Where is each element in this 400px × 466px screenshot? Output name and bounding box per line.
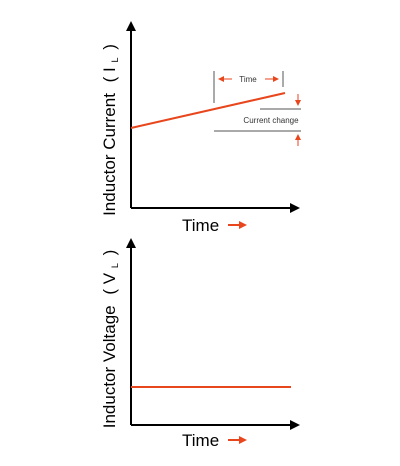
voltage-y-label-text: Inductor Voltage xyxy=(100,305,119,428)
current-y-label: Inductor Current ( I L ) xyxy=(100,44,122,216)
current-y-label-subscript: L xyxy=(110,57,120,62)
voltage-x-label: Time xyxy=(182,431,219,450)
current-signal-line xyxy=(130,92,286,129)
voltage-chart: Inductor Voltage ( V L ) Time xyxy=(100,238,300,450)
current-y-label-close: ) xyxy=(100,44,119,50)
voltage-y-label-open: ( V xyxy=(100,272,119,294)
voltage-y-label-close: ) xyxy=(100,250,119,256)
voltage-y-label: Inductor Voltage ( V L ) xyxy=(100,250,122,429)
current-y-label-open: ( I xyxy=(100,67,119,82)
current-chart: Time Current change Inductor Current ( I… xyxy=(100,21,301,235)
current-x-label: Time xyxy=(182,216,219,235)
current-change-label: Current change xyxy=(243,116,299,125)
current-y-label-text: Inductor Current xyxy=(100,93,119,216)
time-annotation-label: Time xyxy=(239,75,257,84)
voltage-y-label-subscript: L xyxy=(110,263,120,268)
